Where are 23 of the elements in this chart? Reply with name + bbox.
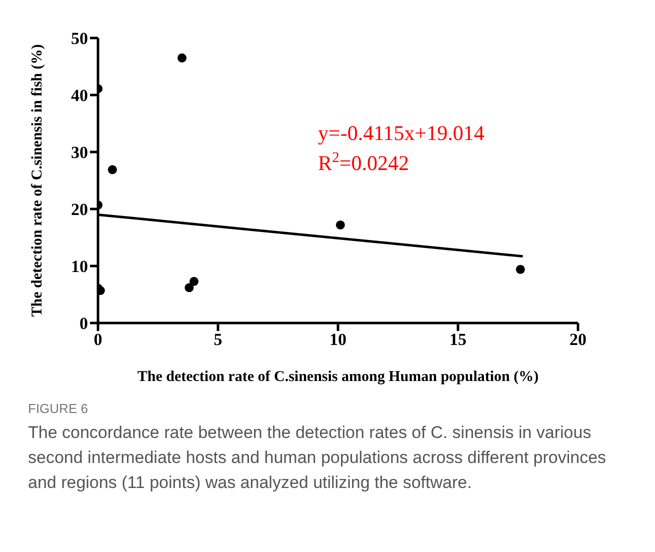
annotation: y=-0.4115x+19.014 (318, 121, 485, 145)
y-tick-label: 10 (71, 257, 88, 276)
y-tick-label: 30 (71, 143, 88, 162)
point (108, 165, 117, 174)
annotation: R$^{2}$=0.0242 (318, 150, 409, 175)
y-tick-label: 20 (71, 200, 88, 220)
y-tick-label: 50 (71, 29, 88, 48)
point (177, 53, 187, 62)
x-tick-label: 5 (214, 330, 222, 350)
x-tick-label: 15 (450, 330, 466, 350)
x-axis-title: The detection rate of C.sinensis among Human population (%) (137, 369, 539, 385)
y-tick-label: 40 (71, 86, 88, 106)
x-tick-label: 10 (330, 330, 346, 350)
caption: FIGURE 6 (28, 401, 89, 416)
y-axis-title: The detection rate of C.sinensis in fish (%) (29, 44, 46, 317)
point (336, 220, 345, 230)
x-tick-label: 20 (570, 330, 586, 350)
point (516, 264, 525, 274)
point (184, 283, 194, 292)
y-tick-label: 0 (80, 314, 88, 334)
x-tick-label: 0 (94, 330, 102, 350)
text: The concordance rate between the detection rates of C. sinensis in various second intermediate hosts and human populations across different provinces and regions (11 points) was analyzed utilizing the software. (28, 422, 608, 494)
point (189, 276, 199, 286)
